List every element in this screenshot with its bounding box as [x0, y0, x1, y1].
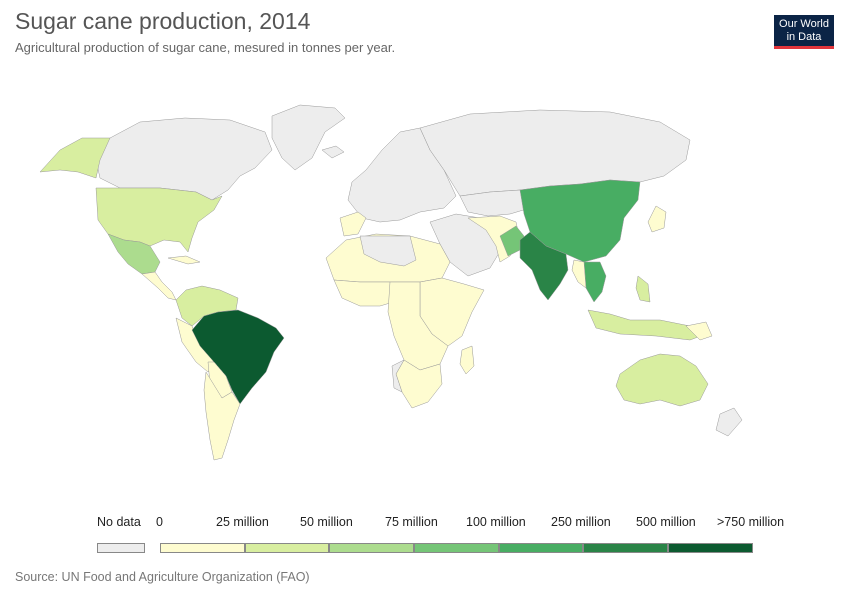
- world-map: [39, 104, 743, 461]
- legend-label-4: 100 million: [466, 515, 526, 529]
- country-greenland[interactable]: [271, 104, 346, 171]
- legend-swatch-2: [329, 543, 414, 553]
- legend-swatch-4: [499, 543, 583, 553]
- owid-logo[interactable]: Our World in Data: [774, 15, 834, 49]
- source-note: Source: UN Food and Agriculture Organiza…: [15, 570, 310, 584]
- country-alaska[interactable]: [39, 137, 111, 179]
- legend-label-1: 25 million: [216, 515, 269, 529]
- country-japan[interactable]: [647, 205, 667, 233]
- legend-swatch-0: [160, 543, 245, 553]
- legend-swatch-3: [414, 543, 499, 553]
- legend-label-0: 0: [156, 515, 163, 529]
- country-spain-portugal[interactable]: [339, 211, 367, 237]
- country-russia[interactable]: [419, 109, 691, 197]
- country-sahara[interactable]: [359, 235, 417, 267]
- legend-no-data-swatch: [97, 543, 145, 553]
- country-mexico[interactable]: [107, 233, 161, 275]
- logo-line-2: in Data: [786, 31, 822, 43]
- country-iceland[interactable]: [321, 145, 345, 159]
- legend-label-5: 250 million: [551, 515, 611, 529]
- legend-label-3: 75 million: [385, 515, 438, 529]
- country-central-america[interactable]: [141, 271, 177, 301]
- country-thailand-vietnam[interactable]: [583, 261, 607, 303]
- legend-swatch-6: [668, 543, 753, 553]
- legend-label-6: 500 million: [636, 515, 696, 529]
- legend-label-7: >750 million: [717, 515, 785, 529]
- country-cuba[interactable]: [167, 255, 201, 265]
- country-myanmar[interactable]: [571, 259, 587, 289]
- country-papua[interactable]: [685, 321, 713, 341]
- country-australia[interactable]: [615, 353, 709, 407]
- country-indonesia[interactable]: [587, 309, 707, 341]
- country-kazakhstan[interactable]: [459, 189, 531, 217]
- legend-no-data-label: No data: [97, 515, 141, 529]
- country-argentina-chile[interactable]: [203, 371, 241, 461]
- country-india[interactable]: [519, 231, 569, 301]
- country-madagascar[interactable]: [459, 345, 475, 375]
- country-namibia[interactable]: [391, 359, 405, 393]
- chart-subtitle: Agricultural production of sugar cane, m…: [15, 40, 396, 55]
- legend-swatch-1: [245, 543, 329, 553]
- legend-label-2: 50 million: [300, 515, 353, 529]
- chart-title: Sugar cane production, 2014: [15, 8, 311, 34]
- country-canada[interactable]: [95, 117, 273, 201]
- legend-swatch-5: [583, 543, 668, 553]
- country-new-zealand[interactable]: [715, 407, 743, 437]
- logo-line-1: Our World: [779, 18, 829, 30]
- country-brazil[interactable]: [191, 309, 285, 405]
- country-philippines[interactable]: [635, 275, 651, 303]
